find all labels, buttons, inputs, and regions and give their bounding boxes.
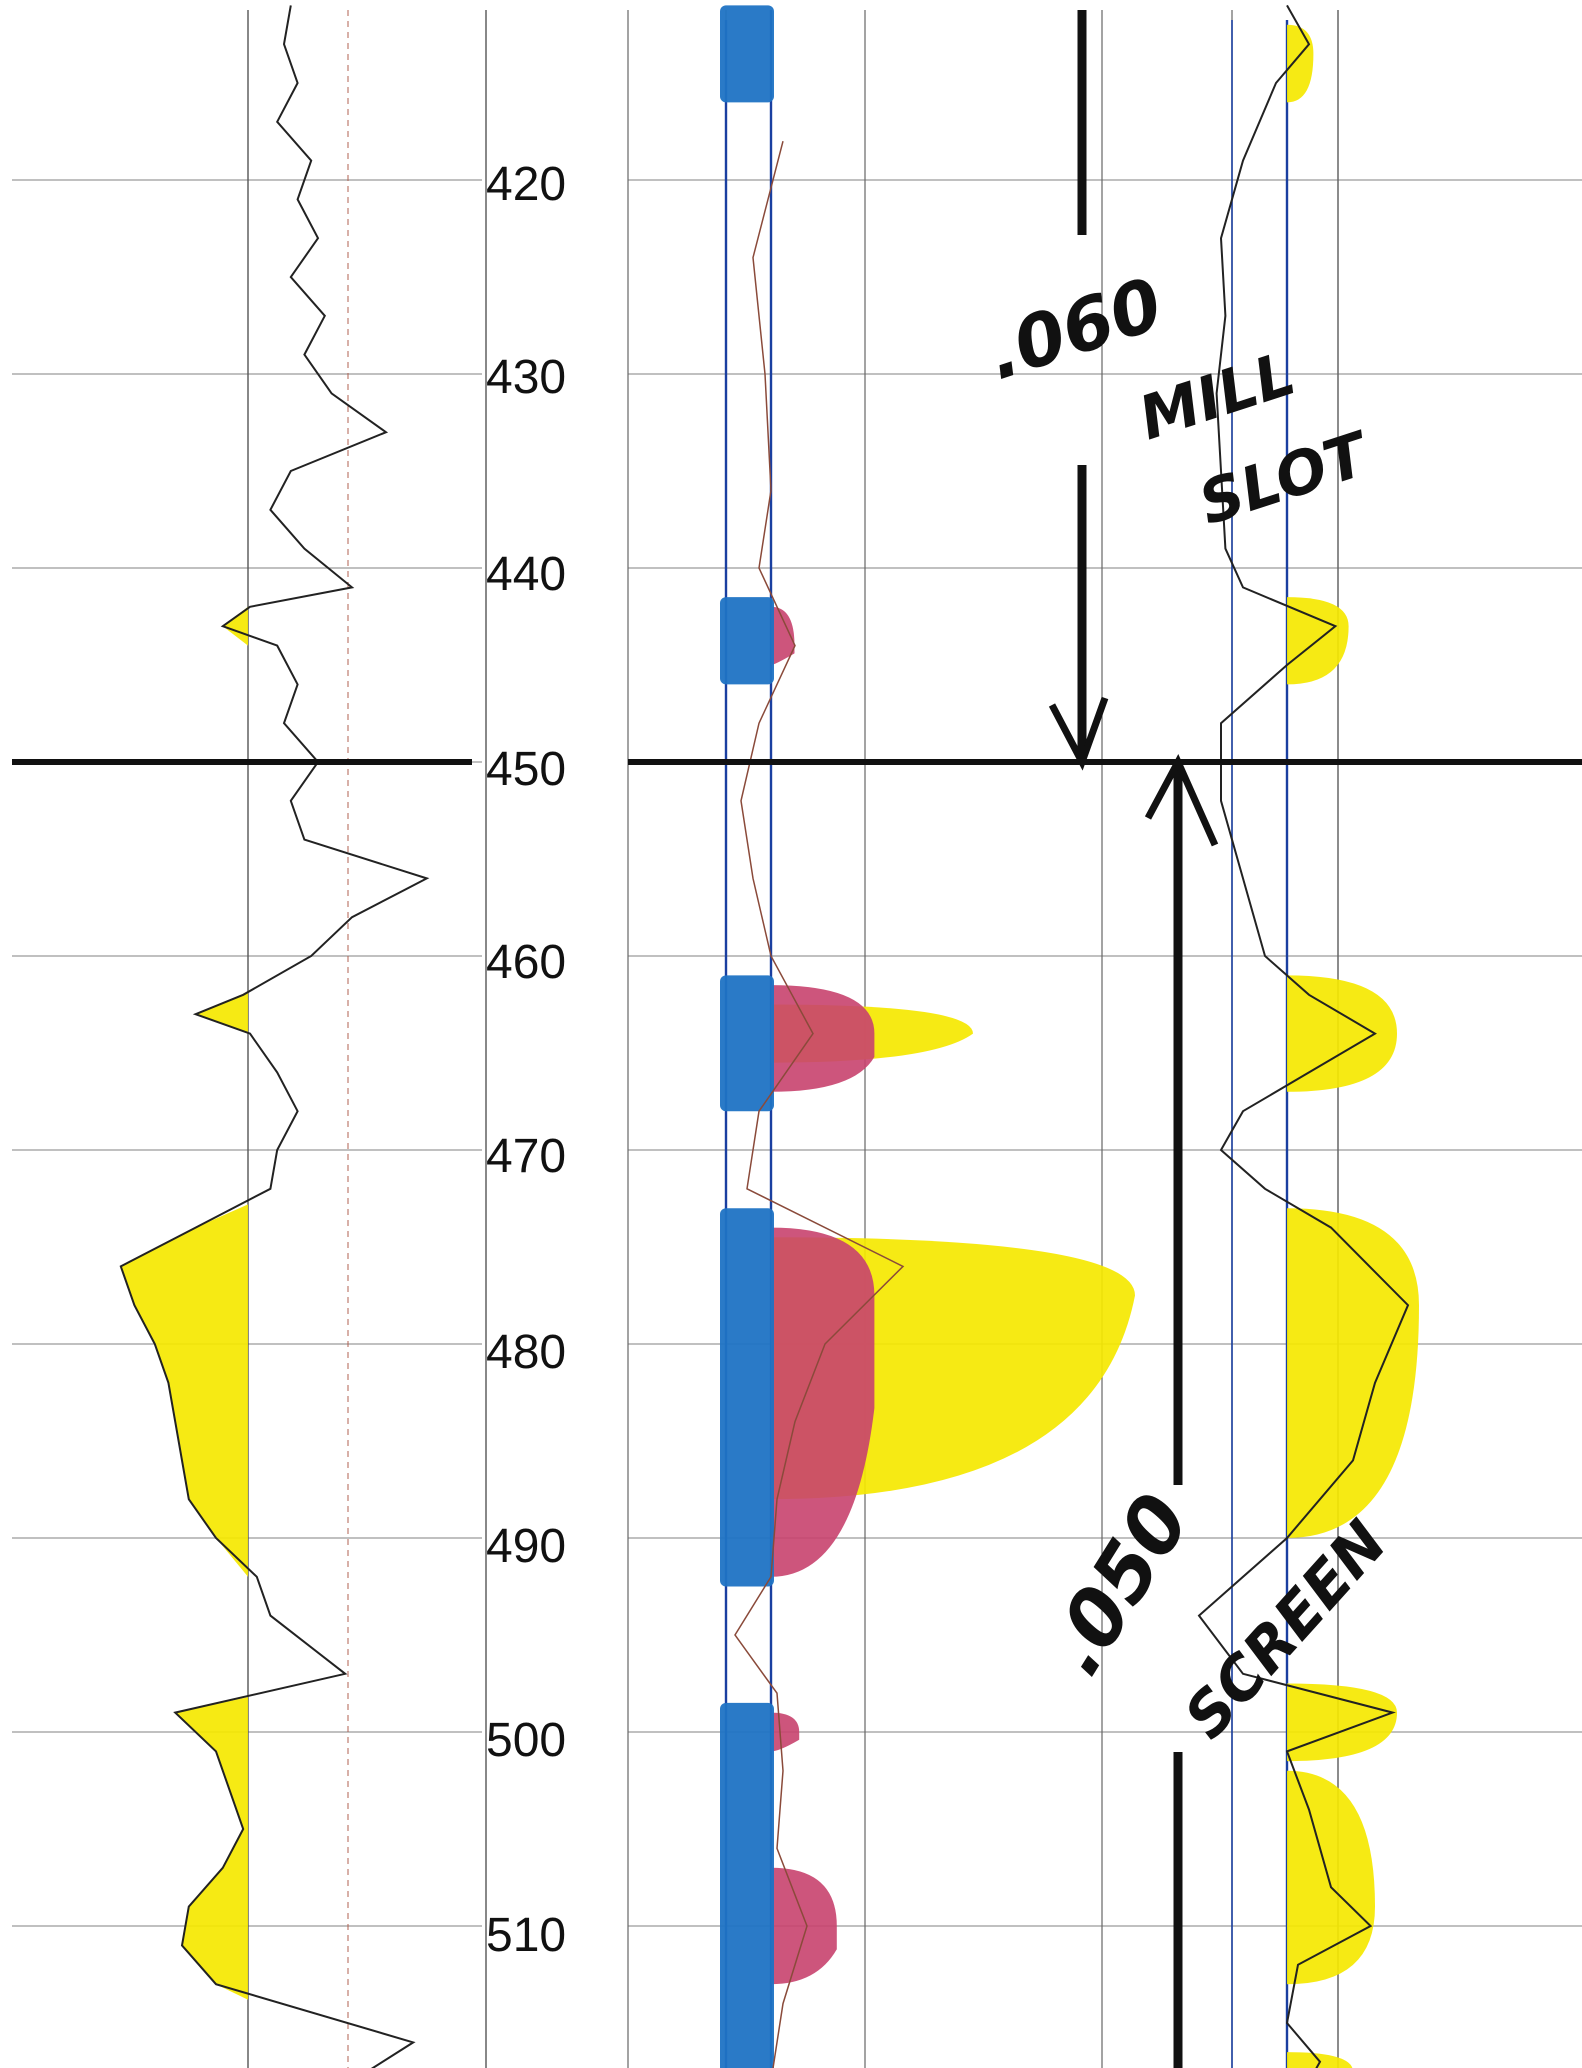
- sand-fill: [1287, 2052, 1353, 2068]
- sand-fill: [1287, 1208, 1419, 1538]
- up-arrow-icon: [1144, 754, 1219, 847]
- track-1-log: [119, 5, 430, 2068]
- depth-label: 440: [486, 548, 566, 601]
- track-3-log: [1197, 4, 1419, 2068]
- lower-value-label: .050: [1030, 1479, 1208, 1690]
- sand-fill: [175, 1697, 248, 2000]
- depth-label: 450: [486, 743, 566, 796]
- sand-fill: [1287, 1683, 1397, 1762]
- down-arrow-icon: [1048, 696, 1109, 771]
- depth-label: 480: [486, 1326, 566, 1379]
- depth-scale: 420 430 440 450 460 470 480 490 500 510: [486, 158, 566, 1962]
- track-2-log: [720, 5, 1135, 2068]
- depth-label: 490: [486, 1520, 566, 1573]
- magenta-fill: [771, 1867, 837, 1985]
- depth-label: 470: [486, 1130, 566, 1183]
- track-3-curve: [1197, 4, 1410, 2068]
- sand-fill: [1287, 1770, 1375, 1985]
- blue-fill: [720, 1702, 774, 2068]
- depth-label: 500: [486, 1714, 566, 1767]
- depth-label: 460: [486, 936, 566, 989]
- track-2-curve: [734, 141, 905, 2068]
- blue-fill: [720, 597, 774, 685]
- sand-fill: [195, 990, 248, 1069]
- sand-fill: [222, 597, 248, 646]
- blue-fill: [720, 1208, 774, 1587]
- depth-label: 430: [486, 351, 566, 404]
- track-1-curve: [119, 5, 430, 2068]
- blue-fill: [720, 5, 774, 103]
- sand-fill: [1287, 975, 1397, 1092]
- magenta-fill: [771, 606, 795, 665]
- magenta-fill: [771, 1712, 800, 1752]
- sand-fill: [1287, 24, 1314, 103]
- sand-fill: [120, 1204, 248, 1597]
- upper-value-label: .060: [977, 261, 1172, 396]
- upper-label-mill: MILL: [1131, 339, 1303, 455]
- depth-label: 420: [486, 158, 566, 211]
- magenta-fill: [771, 985, 875, 1092]
- magenta-fill: [771, 1227, 875, 1577]
- blue-fill: [720, 975, 774, 1112]
- depth-label: 510: [486, 1909, 566, 1962]
